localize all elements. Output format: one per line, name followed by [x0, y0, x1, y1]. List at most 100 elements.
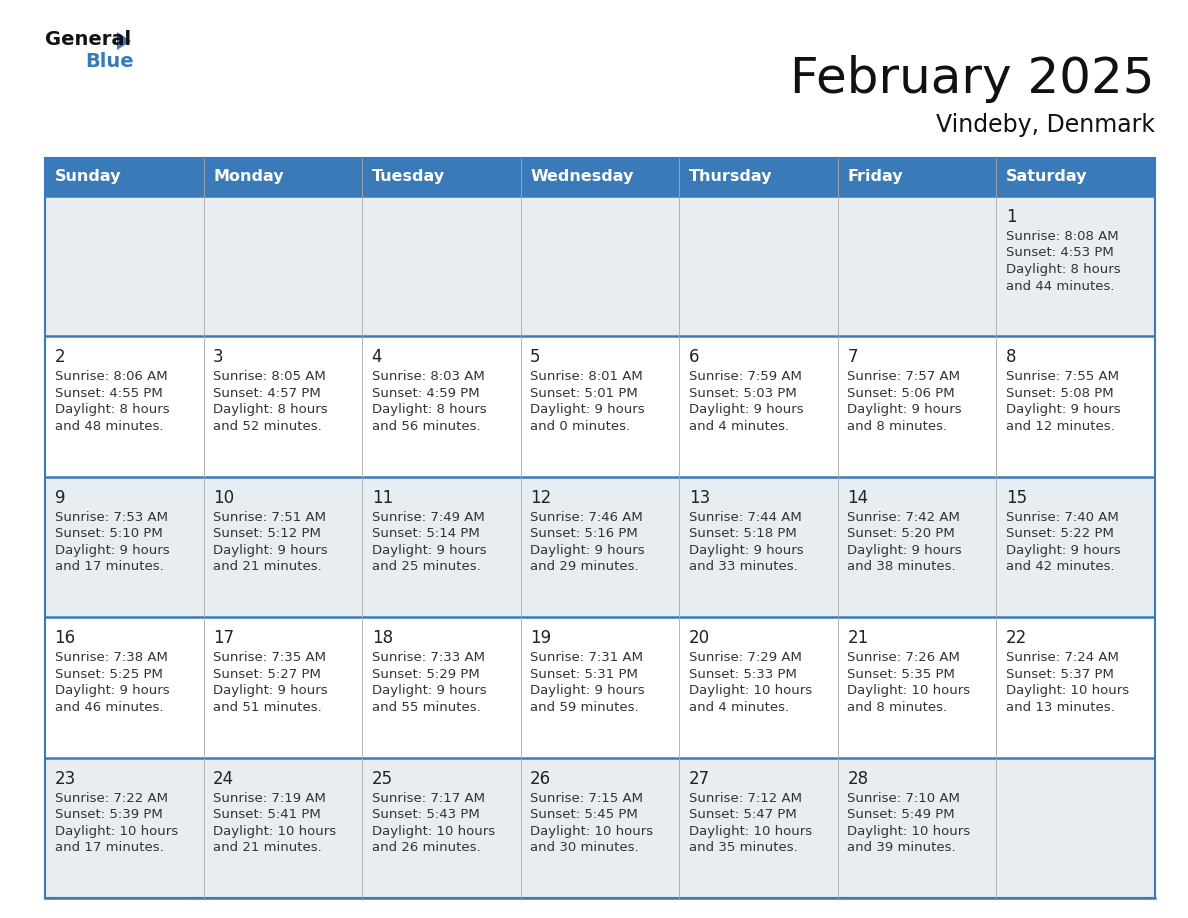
Text: Sunrise: 7:57 AM: Sunrise: 7:57 AM: [847, 370, 960, 384]
Text: Sunset: 4:53 PM: Sunset: 4:53 PM: [1006, 247, 1113, 260]
Bar: [997, 336, 1155, 476]
Bar: [838, 336, 997, 476]
Text: Daylight: 9 hours: Daylight: 9 hours: [847, 403, 962, 417]
Text: 3: 3: [213, 349, 223, 366]
Text: Sunset: 5:31 PM: Sunset: 5:31 PM: [530, 667, 638, 681]
Text: Sunrise: 8:05 AM: Sunrise: 8:05 AM: [213, 370, 326, 384]
Text: and 55 minutes.: and 55 minutes.: [372, 700, 480, 713]
Text: 9: 9: [55, 488, 65, 507]
Text: and 39 minutes.: and 39 minutes.: [847, 841, 956, 854]
Text: Sunrise: 7:12 AM: Sunrise: 7:12 AM: [689, 791, 802, 804]
Text: 20: 20: [689, 629, 710, 647]
Text: Sunrise: 7:24 AM: Sunrise: 7:24 AM: [1006, 651, 1119, 665]
Text: Sunset: 4:59 PM: Sunset: 4:59 PM: [372, 386, 479, 400]
Text: Daylight: 10 hours: Daylight: 10 hours: [847, 684, 971, 697]
Text: 2: 2: [55, 349, 65, 366]
Bar: [997, 158, 1155, 196]
Text: Sunset: 5:33 PM: Sunset: 5:33 PM: [689, 667, 797, 681]
Text: Sunrise: 7:29 AM: Sunrise: 7:29 AM: [689, 651, 802, 665]
Text: and 51 minutes.: and 51 minutes.: [213, 700, 322, 713]
Text: Sunset: 4:57 PM: Sunset: 4:57 PM: [213, 386, 321, 400]
Text: Daylight: 9 hours: Daylight: 9 hours: [55, 684, 169, 697]
Text: Sunset: 5:20 PM: Sunset: 5:20 PM: [847, 527, 955, 541]
Text: Sunrise: 7:33 AM: Sunrise: 7:33 AM: [372, 651, 485, 665]
Text: Sunrise: 7:51 AM: Sunrise: 7:51 AM: [213, 510, 326, 524]
Text: Daylight: 10 hours: Daylight: 10 hours: [530, 824, 653, 837]
Text: Sunset: 5:03 PM: Sunset: 5:03 PM: [689, 386, 796, 400]
Text: Friday: Friday: [847, 170, 903, 185]
Text: Daylight: 10 hours: Daylight: 10 hours: [1006, 684, 1129, 697]
Bar: [680, 158, 838, 196]
Text: Daylight: 9 hours: Daylight: 9 hours: [530, 543, 645, 557]
Text: Daylight: 9 hours: Daylight: 9 hours: [689, 543, 803, 557]
Text: Daylight: 8 hours: Daylight: 8 hours: [1006, 263, 1120, 276]
Text: Daylight: 9 hours: Daylight: 9 hours: [530, 403, 645, 417]
Text: and 17 minutes.: and 17 minutes.: [55, 560, 163, 574]
Text: Sunset: 5:37 PM: Sunset: 5:37 PM: [1006, 667, 1114, 681]
Text: and 21 minutes.: and 21 minutes.: [213, 841, 322, 854]
Text: Sunset: 5:43 PM: Sunset: 5:43 PM: [372, 808, 480, 821]
Text: Daylight: 9 hours: Daylight: 9 hours: [372, 684, 486, 697]
Text: General: General: [45, 30, 131, 49]
Text: Sunrise: 7:42 AM: Sunrise: 7:42 AM: [847, 510, 960, 524]
Text: Sunrise: 7:26 AM: Sunrise: 7:26 AM: [847, 651, 960, 665]
Text: Sunset: 5:16 PM: Sunset: 5:16 PM: [530, 527, 638, 541]
Text: 6: 6: [689, 349, 700, 366]
Text: Monday: Monday: [213, 170, 284, 185]
Text: and 4 minutes.: and 4 minutes.: [689, 700, 789, 713]
Text: Sunset: 5:01 PM: Sunset: 5:01 PM: [530, 386, 638, 400]
Text: Daylight: 8 hours: Daylight: 8 hours: [213, 403, 328, 417]
Bar: [45, 757, 203, 898]
Bar: [203, 757, 362, 898]
Text: Sunset: 5:08 PM: Sunset: 5:08 PM: [1006, 386, 1113, 400]
Polygon shape: [116, 32, 131, 50]
Text: Thursday: Thursday: [689, 170, 772, 185]
Bar: [520, 336, 680, 476]
Text: Daylight: 9 hours: Daylight: 9 hours: [213, 684, 328, 697]
Bar: [362, 158, 520, 196]
Text: 28: 28: [847, 769, 868, 788]
Text: Daylight: 9 hours: Daylight: 9 hours: [55, 543, 169, 557]
Bar: [520, 476, 680, 617]
Bar: [203, 617, 362, 757]
Text: Sunrise: 8:01 AM: Sunrise: 8:01 AM: [530, 370, 643, 384]
Text: Daylight: 10 hours: Daylight: 10 hours: [55, 824, 178, 837]
Text: 14: 14: [847, 488, 868, 507]
Text: and 30 minutes.: and 30 minutes.: [530, 841, 639, 854]
Text: 21: 21: [847, 629, 868, 647]
Text: Saturday: Saturday: [1006, 170, 1087, 185]
Text: Sunset: 5:22 PM: Sunset: 5:22 PM: [1006, 527, 1114, 541]
Text: 24: 24: [213, 769, 234, 788]
Text: and 17 minutes.: and 17 minutes.: [55, 841, 163, 854]
Bar: [362, 196, 520, 336]
Text: Sunset: 5:27 PM: Sunset: 5:27 PM: [213, 667, 321, 681]
Text: Sunrise: 7:40 AM: Sunrise: 7:40 AM: [1006, 510, 1119, 524]
Bar: [362, 336, 520, 476]
Text: Sunrise: 7:38 AM: Sunrise: 7:38 AM: [55, 651, 168, 665]
Text: Sunset: 4:55 PM: Sunset: 4:55 PM: [55, 386, 163, 400]
Text: Sunday: Sunday: [55, 170, 121, 185]
Text: Sunset: 5:29 PM: Sunset: 5:29 PM: [372, 667, 480, 681]
Text: 5: 5: [530, 349, 541, 366]
Text: and 0 minutes.: and 0 minutes.: [530, 420, 631, 433]
Bar: [45, 476, 203, 617]
Text: and 12 minutes.: and 12 minutes.: [1006, 420, 1114, 433]
Text: Sunset: 5:10 PM: Sunset: 5:10 PM: [55, 527, 163, 541]
Text: Sunrise: 7:15 AM: Sunrise: 7:15 AM: [530, 791, 643, 804]
Bar: [680, 757, 838, 898]
Bar: [680, 336, 838, 476]
Text: and 33 minutes.: and 33 minutes.: [689, 560, 797, 574]
Text: Blue: Blue: [86, 52, 133, 71]
Text: Sunrise: 7:55 AM: Sunrise: 7:55 AM: [1006, 370, 1119, 384]
Text: and 44 minutes.: and 44 minutes.: [1006, 279, 1114, 293]
Text: Daylight: 10 hours: Daylight: 10 hours: [847, 824, 971, 837]
Text: Sunset: 5:18 PM: Sunset: 5:18 PM: [689, 527, 796, 541]
Text: Daylight: 10 hours: Daylight: 10 hours: [689, 824, 811, 837]
Text: 10: 10: [213, 488, 234, 507]
Text: Vindeby, Denmark: Vindeby, Denmark: [936, 113, 1155, 137]
Text: Sunrise: 7:19 AM: Sunrise: 7:19 AM: [213, 791, 326, 804]
Bar: [45, 158, 203, 196]
Text: Sunset: 5:47 PM: Sunset: 5:47 PM: [689, 808, 796, 821]
Text: 26: 26: [530, 769, 551, 788]
Bar: [203, 196, 362, 336]
